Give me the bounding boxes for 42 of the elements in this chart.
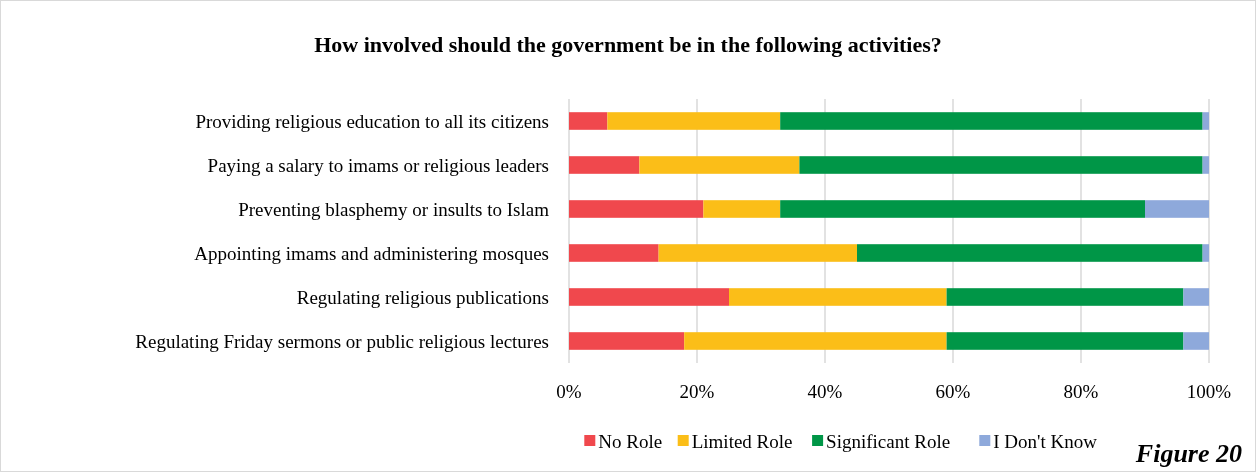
y-tick-label: Regulating religious publications: [296, 286, 549, 308]
caption: Figure 20: [1134, 439, 1242, 468]
bar: [780, 200, 1145, 218]
y-tick-label: Preventing blasphemy or insults to Islam: [238, 198, 550, 220]
bar: [658, 244, 857, 262]
y-tick-label: Appointing imams and administering mosques: [194, 242, 549, 264]
legend-label: I Don't Know: [993, 430, 1098, 452]
bar: [946, 332, 1184, 350]
chart-title: How involved should the government be in the following activities?: [314, 32, 942, 57]
bar: [780, 112, 1203, 130]
bar: [1183, 288, 1209, 306]
bar: [946, 288, 1184, 306]
y-tick-label: Regulating Friday sermons or public religious lectures: [135, 330, 549, 352]
bar: [607, 112, 781, 130]
bar: [1202, 244, 1209, 262]
bar: [1183, 332, 1209, 350]
bar: [857, 244, 1203, 262]
bar: [569, 200, 704, 218]
y-tick-label: Providing religious education to all its citizens: [195, 110, 549, 132]
x-tick-label: 100%: [1186, 380, 1232, 402]
x-tick-label: 40%: [807, 380, 843, 402]
bar: [1202, 112, 1209, 130]
bar: [1145, 200, 1209, 218]
bar: [799, 156, 1203, 174]
legend-label: Significant Role: [826, 430, 951, 452]
bar: [569, 244, 659, 262]
bar: [639, 156, 800, 174]
bar: [569, 112, 608, 130]
x-tick-label: 0%: [556, 380, 582, 402]
bar: [569, 332, 685, 350]
x-tick-label: 20%: [679, 380, 715, 402]
y-tick-label: Paying a salary to imams or religious leaders: [207, 154, 549, 176]
bar: [569, 156, 640, 174]
bar: [684, 332, 947, 350]
x-tick-label: 80%: [1063, 380, 1099, 402]
bar: [703, 200, 781, 218]
bar: [569, 288, 729, 306]
bar: [1202, 156, 1209, 174]
bar: [729, 288, 947, 306]
legend-label: Limited Role: [691, 430, 793, 452]
legend-label: No Role: [598, 430, 663, 452]
x-tick-label: 60%: [935, 380, 971, 402]
